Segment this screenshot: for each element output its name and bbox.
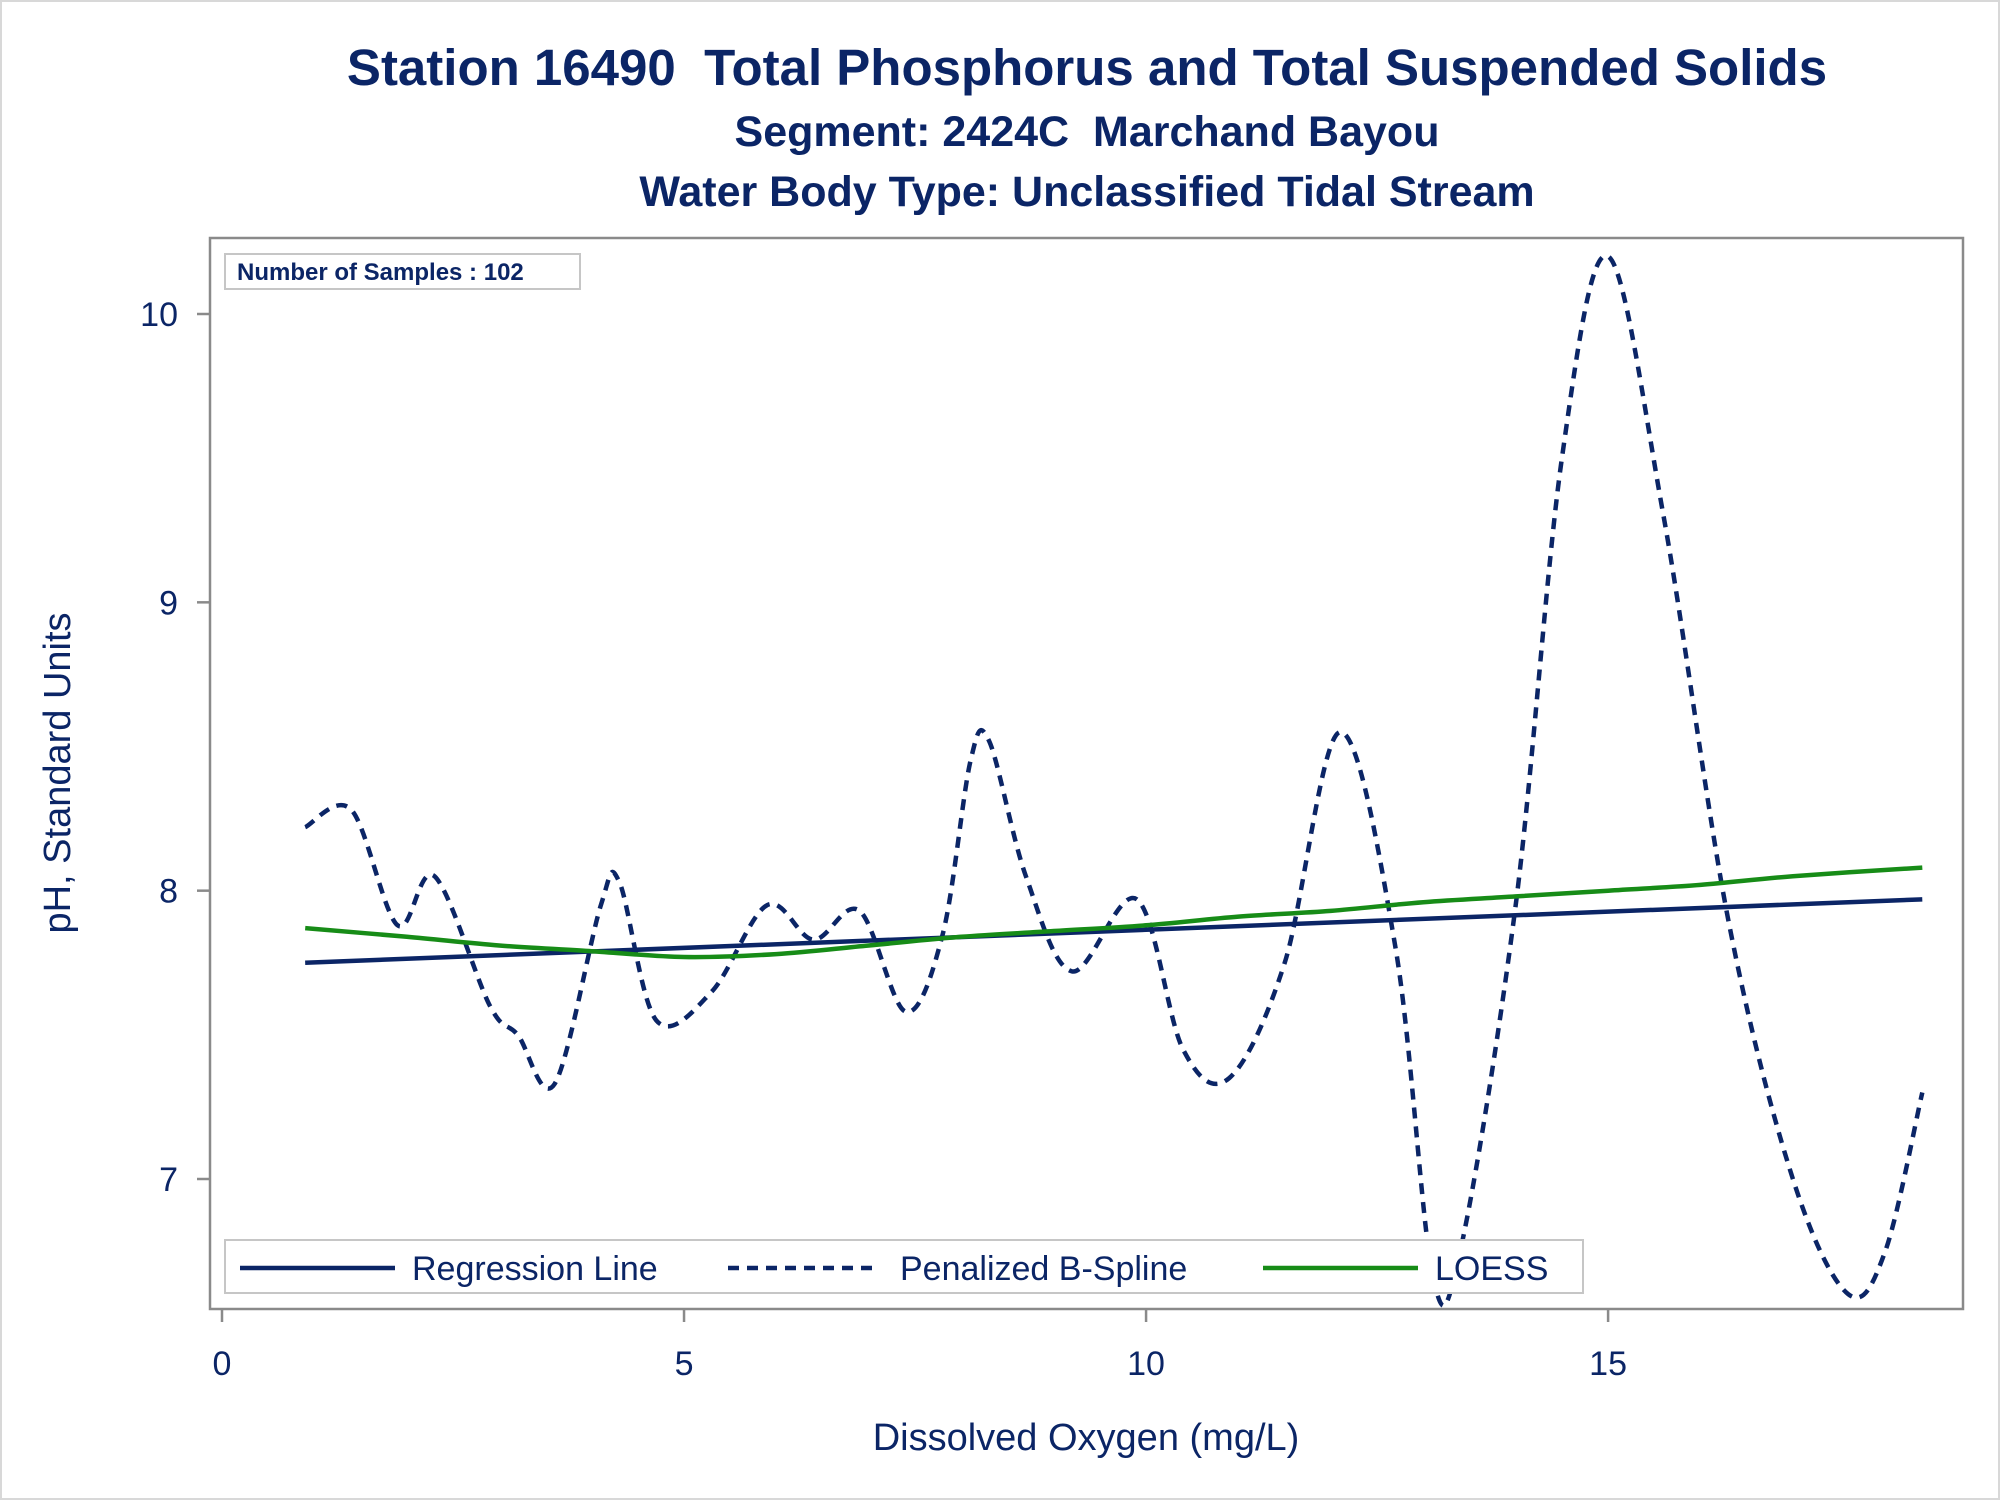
legend: Regression Line Penalized B-Spline LOESS [224, 1239, 1584, 1294]
chart-subtitle-segment: Segment: 2424C Marchand Bayou [734, 108, 1440, 156]
chart-subtitle-waterbody: Water Body Type: Unclassified Tidal Stre… [639, 168, 1535, 216]
y-axis-label: pH, Standard Units [37, 612, 79, 933]
x-tick-label: 0 [213, 1345, 232, 1383]
sample-count-inset: Number of Samples : 102 [224, 253, 581, 290]
sample-count-label: Number of Samples : 102 [237, 259, 524, 286]
x-axis-label: Dissolved Oxygen (mg/L) [873, 1417, 1300, 1459]
y-tick-label: 10 [140, 296, 178, 334]
y-tick-label: 9 [159, 584, 178, 622]
legend-penalized-b-spline-label: Penalized B-Spline [900, 1250, 1187, 1288]
penalized-b-spline-line [304, 253, 1925, 1308]
legend-regression-label: Regression Line [412, 1250, 658, 1288]
loess-line [305, 865, 1923, 960]
sample-count-box [224, 253, 581, 290]
series-group [304, 253, 1925, 1308]
x-tick-label: 15 [1589, 1345, 1627, 1383]
axes: 0 5 10 15 7 8 9 10 Dissolved Oxygen (mg/L) pH, St… [37, 296, 1627, 1459]
plot-area [208, 236, 1965, 1311]
y-tick-label: 7 [159, 1161, 178, 1199]
legend-loess-label: LOESS [1435, 1250, 1548, 1288]
regression-line [305, 897, 1923, 965]
x-tick-label: 10 [1127, 1345, 1165, 1383]
y-tick-label: 8 [159, 873, 178, 911]
x-tick-label: 5 [675, 1345, 694, 1383]
chart-title: Station 16490 Total Phosphorus and Total… [346, 39, 1828, 96]
